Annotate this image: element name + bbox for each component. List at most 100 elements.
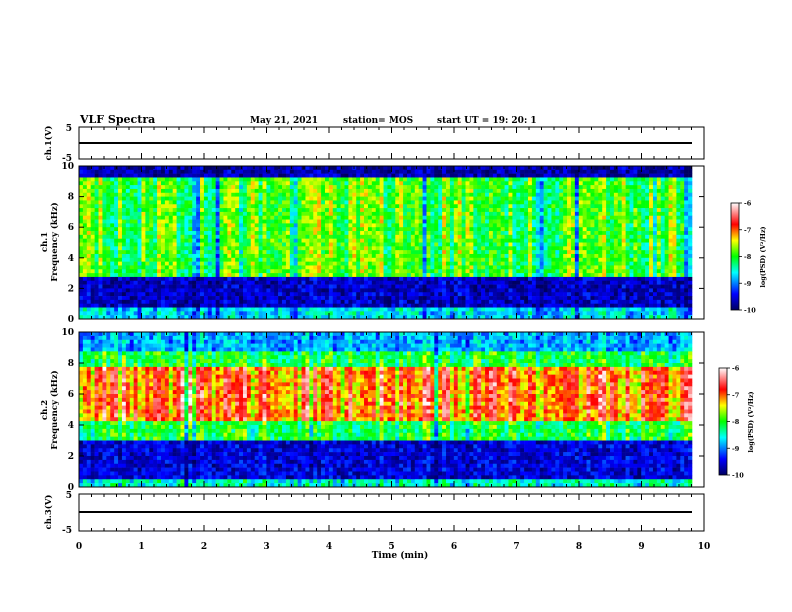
spectrogram-cell (504, 188, 509, 194)
spectrogram-cell (160, 238, 166, 243)
spectrogram-cell (383, 296, 388, 301)
spectrogram-cell (250, 200, 255, 205)
spectrogram-cell (289, 208, 295, 213)
spectrogram-cell (160, 173, 166, 178)
spectrogram-cell (289, 246, 295, 251)
spectrogram-cell (164, 303, 170, 308)
spectrogram-cell (289, 234, 295, 239)
spectrogram-cell (508, 173, 513, 178)
spectrogram-cell (340, 231, 345, 236)
spectrogram-cell (266, 307, 271, 312)
spectrogram-cell (430, 169, 435, 174)
spectrogram-cell (317, 188, 322, 194)
spectrogram-cell (375, 196, 380, 201)
spectrogram-cell (278, 211, 283, 217)
spectrogram-cell (352, 185, 357, 190)
spectrogram-cell (200, 208, 205, 213)
spectrogram-cell (278, 250, 283, 255)
spectrogram-cell (410, 246, 416, 251)
spectrogram-cell (141, 288, 146, 293)
spectrogram-cell (383, 242, 388, 247)
spectrogram-cell (196, 288, 201, 293)
spectrogram-cell (231, 280, 236, 285)
spectrogram-cell (274, 227, 279, 232)
spectrogram-cell (485, 257, 490, 262)
spectrogram-cell (176, 234, 181, 239)
spectrogram-cell (457, 242, 462, 247)
spectrogram-cell (481, 188, 486, 194)
spectrogram-cell (543, 288, 548, 293)
spectrogram-cell (410, 284, 416, 289)
spectrogram-cell (192, 250, 197, 255)
spectrogram-cell (266, 208, 271, 213)
spectrogram-cell (340, 227, 345, 232)
spectrogram-cell (457, 261, 462, 266)
spectrogram-cell (543, 185, 548, 190)
spectrogram-cell (129, 296, 134, 301)
spectrogram-cell (551, 276, 556, 282)
spectrogram-cell (528, 296, 533, 301)
spectrogram-cell (332, 169, 337, 174)
spectrogram-cell (235, 288, 240, 293)
spectrogram-cell (79, 269, 84, 274)
spectrogram-cell (137, 288, 142, 293)
spectrogram-cell (118, 284, 123, 289)
spectrogram-cell (391, 215, 396, 220)
spectrogram-cell (129, 204, 134, 209)
spectrogram-cell (289, 296, 295, 301)
spectrogram-cell (313, 227, 318, 232)
spectrogram-cell (539, 246, 544, 251)
spectrogram-cell (180, 231, 185, 236)
spectrogram-cell (324, 292, 330, 297)
spectrogram-cell (446, 211, 451, 217)
spectrogram-cell (223, 246, 228, 251)
spectrogram-cell (328, 280, 334, 285)
spectrogram-cell (207, 284, 213, 289)
spectrogram-cell (242, 234, 248, 239)
spectrogram-cell (438, 303, 443, 308)
spectrogram-cell (118, 296, 123, 301)
spectrogram-cell (266, 303, 271, 308)
spectrogram-cell (94, 265, 99, 270)
spectrogram-cell (293, 311, 298, 316)
spectrogram-cell (328, 231, 334, 236)
spectrogram-cell (313, 284, 318, 289)
spectrogram-cell (395, 269, 400, 274)
spectrogram-cell (461, 196, 466, 201)
spectrogram-cell (176, 257, 181, 262)
spectrogram-cell (219, 215, 224, 220)
spectrogram-cell (328, 307, 334, 312)
spectrogram-cell (94, 242, 99, 247)
spectrogram-cell (360, 269, 365, 274)
spectrogram-cell (258, 296, 263, 301)
spectrogram-cell (387, 292, 392, 297)
spectrogram-cell (395, 215, 400, 220)
spectrogram-cell (547, 296, 552, 301)
spectrogram-cell (176, 242, 181, 247)
spectrogram-cell (406, 234, 412, 239)
spectrogram-cell (422, 273, 427, 278)
spectrogram-cell (231, 315, 236, 320)
spectrogram-cell (348, 292, 353, 297)
spectrogram-cell (453, 242, 459, 247)
spectrogram-cell (535, 257, 541, 262)
spectrogram-cell (192, 261, 197, 266)
spectrogram-cell (110, 273, 115, 278)
spectrogram-cell (262, 219, 267, 224)
spectrogram-cell (176, 185, 181, 190)
spectrogram-cell (176, 169, 181, 174)
spectrogram-cell (262, 250, 267, 255)
spectrogram-cell (426, 307, 431, 312)
spectrogram-cell (114, 188, 119, 194)
spectrogram-cell (535, 299, 541, 305)
spectrogram-cell (184, 315, 189, 320)
spectrogram-cell (180, 242, 185, 247)
spectrogram-cell (215, 227, 220, 232)
spectrogram-cell (344, 181, 349, 186)
spectrogram-cell (535, 204, 541, 209)
spectrogram-cell (196, 265, 201, 270)
spectrogram-cell (164, 208, 170, 213)
spectrogram-cell (512, 204, 517, 209)
spectrogram-cell (207, 311, 213, 316)
spectrogram-cell (313, 238, 318, 243)
